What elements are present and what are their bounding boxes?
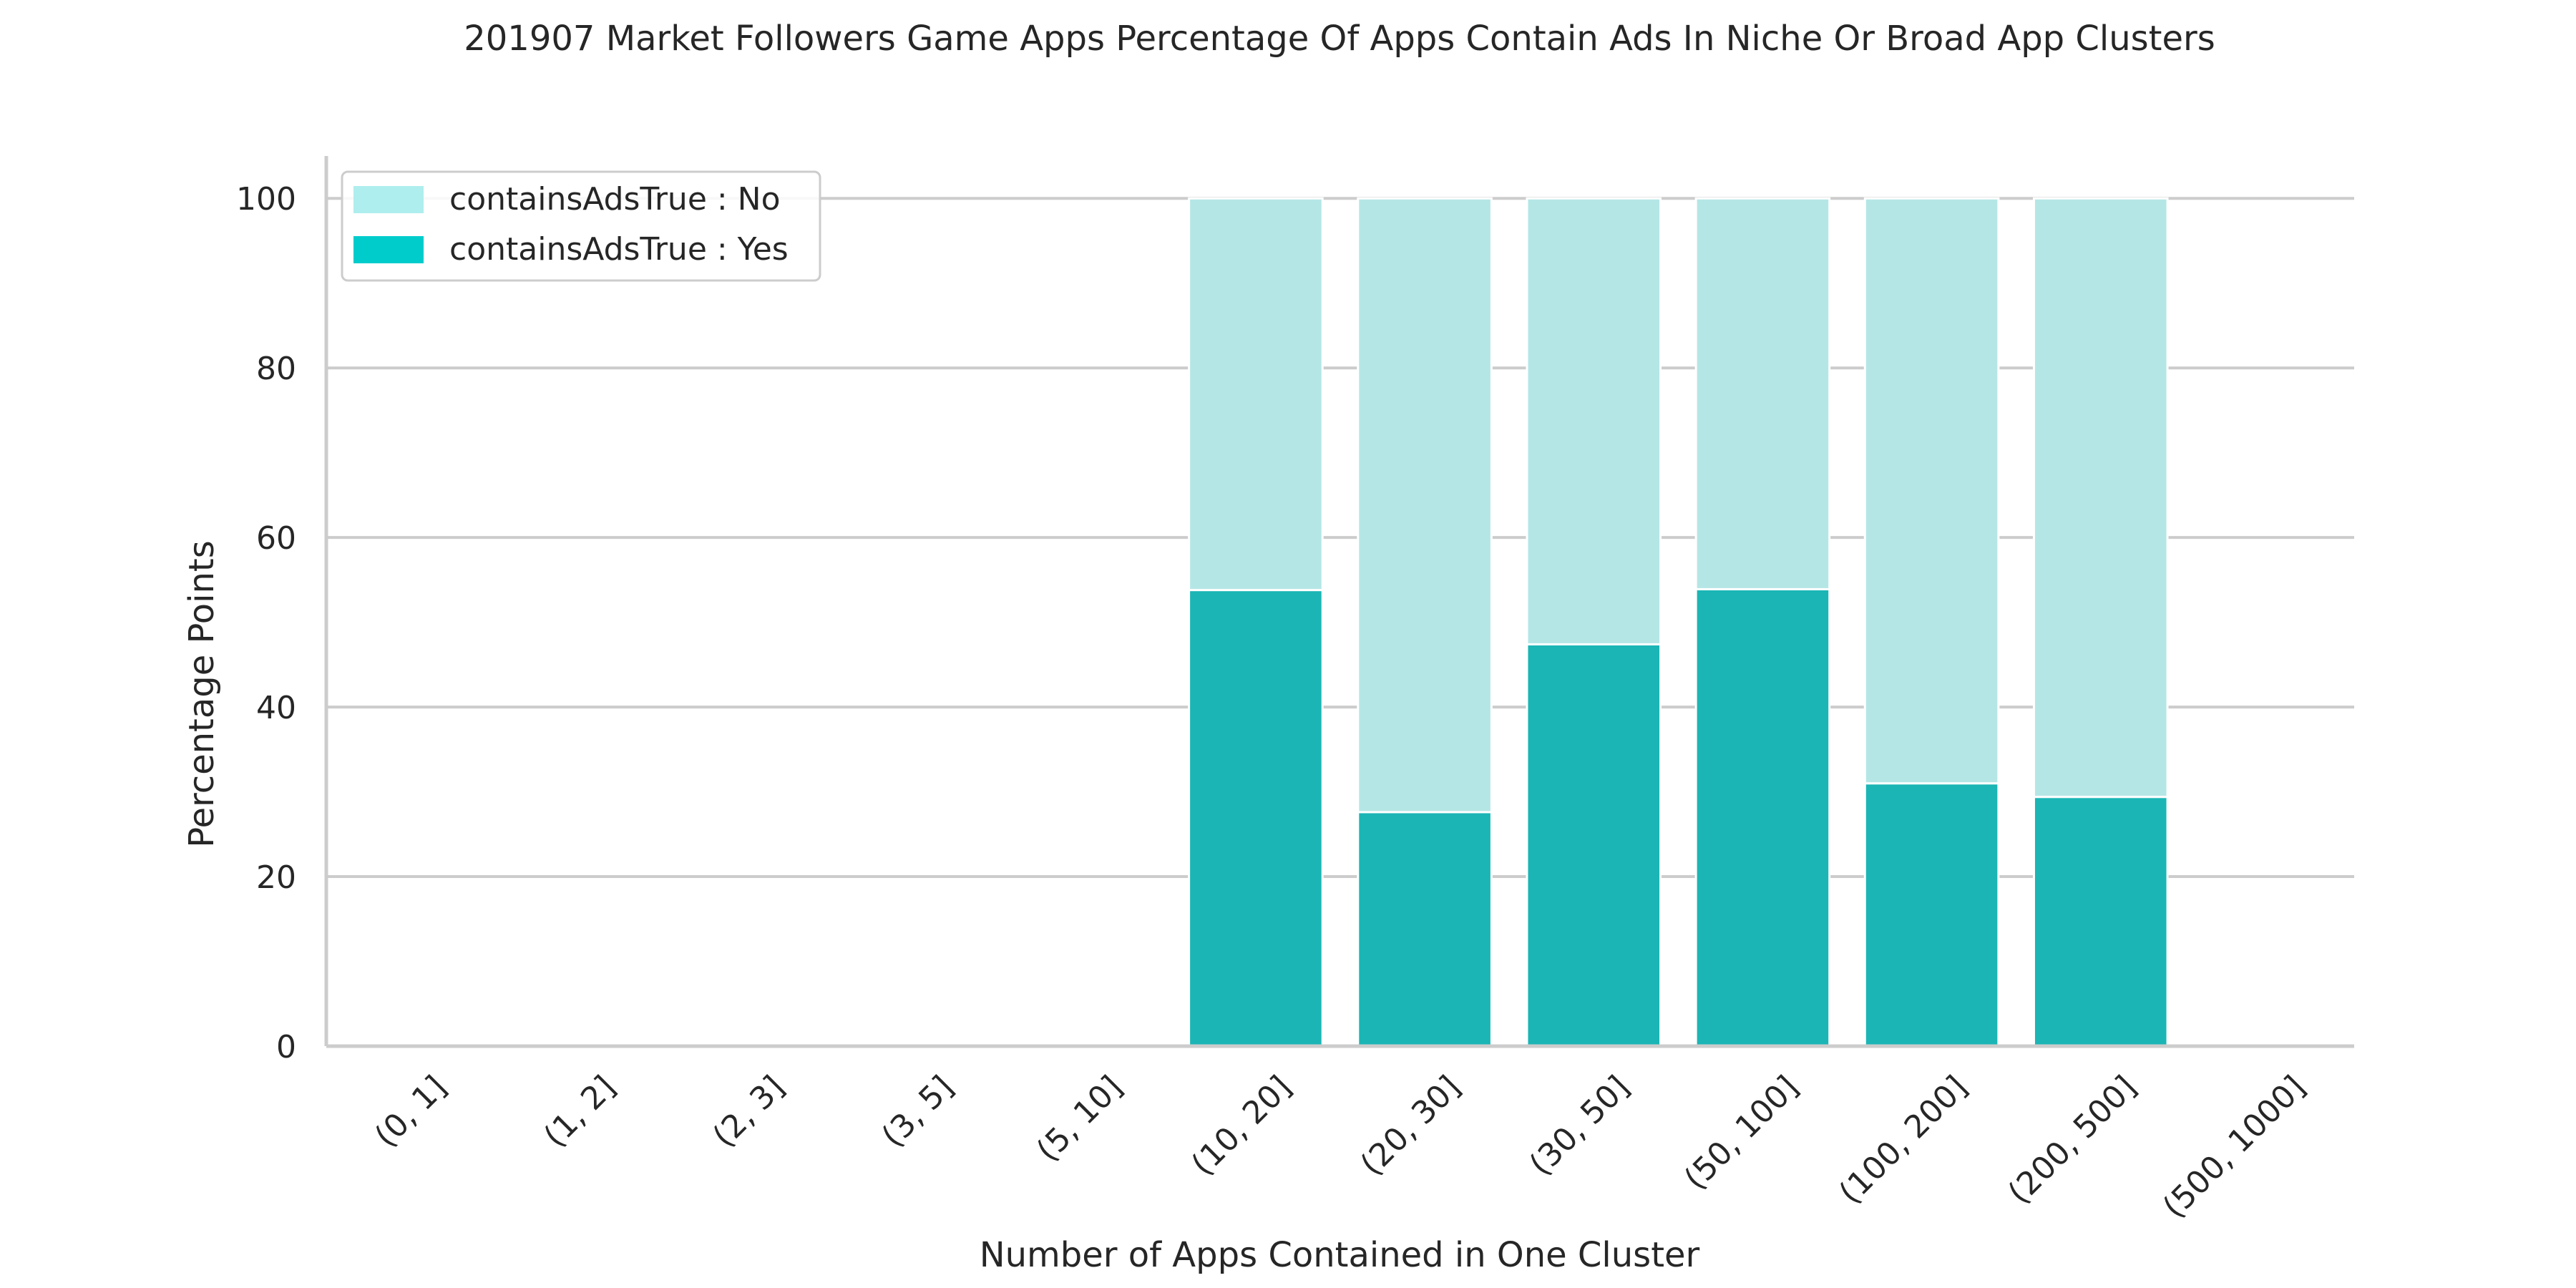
axes bbox=[324, 156, 2354, 1048]
x-tick-label: (20, 30] bbox=[1354, 1069, 1468, 1183]
y-tick-label: 100 bbox=[236, 181, 296, 218]
x-tick-label: (30, 50] bbox=[1523, 1069, 1636, 1183]
x-tick-label: (5, 10] bbox=[1030, 1069, 1130, 1169]
bar-segment bbox=[1188, 197, 1324, 592]
bar-segment bbox=[2032, 796, 2169, 1048]
y-tick-label: 60 bbox=[256, 520, 296, 557]
bar-segment bbox=[1694, 587, 1831, 1048]
x-tick-label: (50, 100] bbox=[1677, 1069, 1805, 1197]
y-axis-label: Percentage Points bbox=[182, 540, 222, 847]
legend-entry-label: containsAdsTrue : No bbox=[449, 181, 781, 218]
x-tick-label: (0, 1] bbox=[368, 1069, 454, 1155]
x-tick-label: (500, 1000] bbox=[2156, 1069, 2313, 1226]
x-tick-label: (2, 3] bbox=[706, 1069, 791, 1155]
legend-swatch bbox=[353, 236, 424, 263]
y-axis-ticks: 0 20 40 60 80 100 bbox=[236, 181, 296, 1065]
y-tick-label: 40 bbox=[256, 690, 296, 726]
bar-segment bbox=[1526, 643, 1662, 1048]
legend-entry-label: containsAdsTrue : Yes bbox=[449, 231, 789, 268]
chart-title: 201907 Market Followers Game Apps Percen… bbox=[464, 19, 2215, 59]
x-tick-label: (10, 20] bbox=[1184, 1069, 1298, 1183]
bar-segment bbox=[1188, 589, 1324, 1048]
legend-frame bbox=[341, 170, 821, 282]
y-tick-label: 80 bbox=[256, 351, 296, 387]
x-tick-label: (1, 2] bbox=[537, 1069, 623, 1155]
bar-segment bbox=[1357, 811, 1493, 1048]
x-tick-label: (100, 200] bbox=[1832, 1069, 1974, 1211]
x-axis-label: Number of Apps Contained in One Cluster bbox=[980, 1235, 1700, 1275]
bar-segment bbox=[1863, 782, 2000, 1048]
bar-segment bbox=[2032, 197, 2169, 799]
y-tick-label: 0 bbox=[276, 1029, 296, 1065]
x-tick-label: (3, 5] bbox=[875, 1069, 961, 1155]
bar-segment bbox=[1526, 197, 1662, 645]
y-tick-label: 20 bbox=[256, 859, 296, 896]
legend: containsAdsTrue : No containsAdsTrue : Ye… bbox=[341, 170, 821, 282]
bar-segment bbox=[1694, 197, 1831, 590]
bars bbox=[1188, 197, 2169, 1048]
legend-swatch bbox=[353, 186, 424, 213]
bar-segment bbox=[1357, 197, 1493, 814]
x-tick-label: (200, 500] bbox=[2001, 1069, 2144, 1211]
bar-segment bbox=[1863, 197, 2000, 785]
x-axis-ticks: (0, 1] (1, 2] (2, 3] (3, 5] (5, 10] (10, 20] (… bbox=[368, 1069, 2313, 1226]
